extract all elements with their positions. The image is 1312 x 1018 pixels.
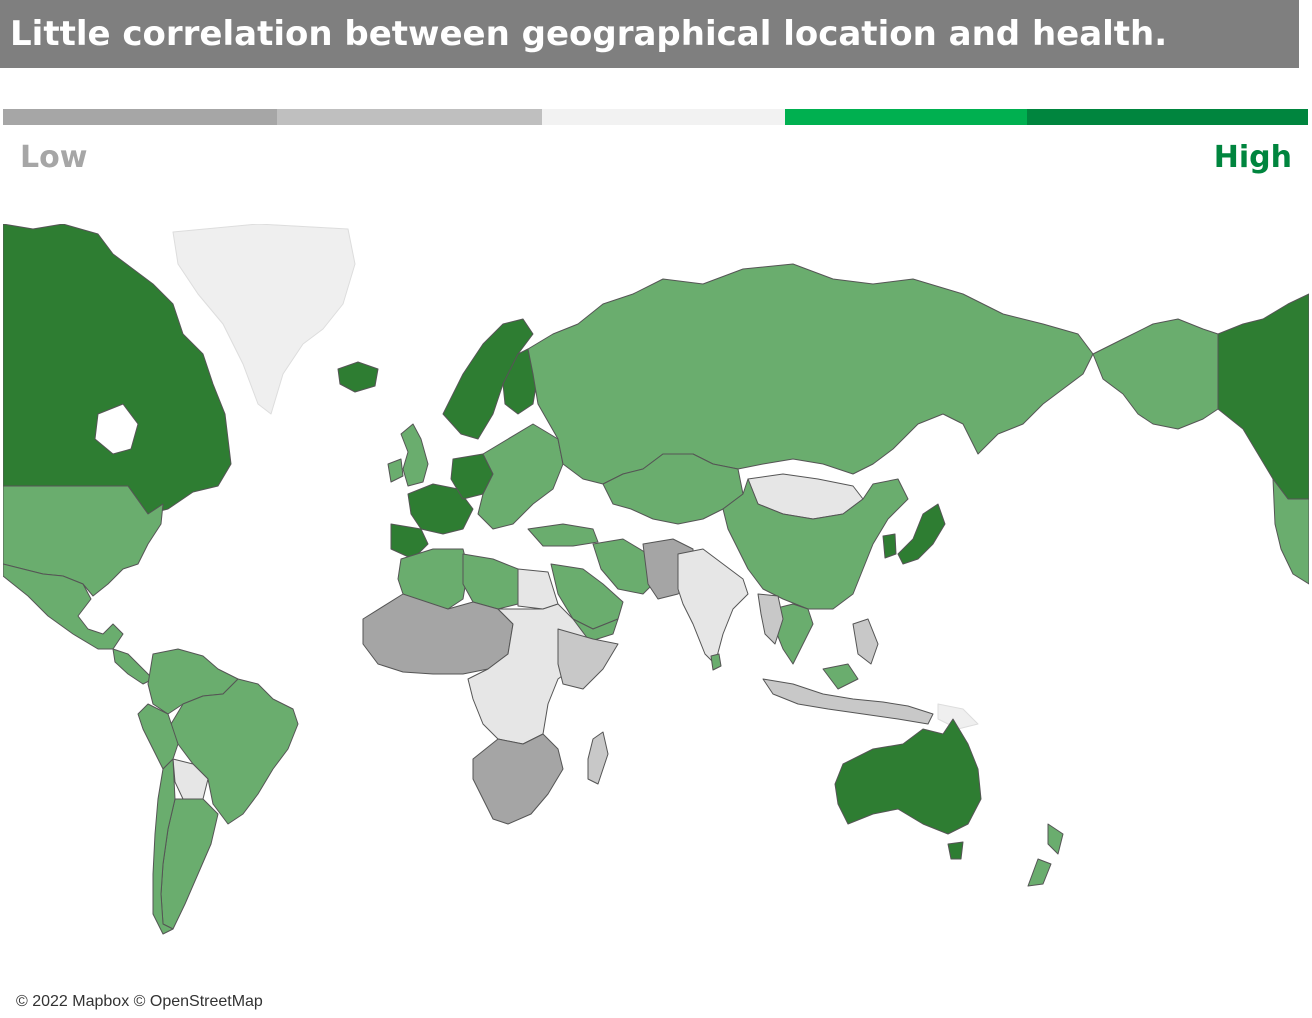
country-australia[interactable]	[834, 718, 982, 835]
country-morocco-algeria[interactable]	[397, 548, 469, 610]
country-iran[interactable]	[592, 538, 654, 595]
title-bar: Little correlation between geographical …	[0, 0, 1299, 68]
country-indonesia[interactable]	[762, 678, 934, 725]
country-spain-portugal[interactable]	[390, 523, 429, 560]
country-russia[interactable]	[527, 263, 1094, 485]
legend-low-label: Low	[20, 140, 88, 175]
country-iceland[interactable]	[337, 361, 379, 393]
hudson-bay	[94, 403, 139, 455]
country-canada-east-repeat[interactable]	[1217, 293, 1309, 500]
country-somalia-ethiopia[interactable]	[557, 628, 619, 690]
world-map-svg[interactable]	[3, 224, 1309, 1018]
legend-segment-3	[542, 109, 785, 125]
country-india[interactable]	[677, 548, 749, 665]
country-libya[interactable]	[462, 553, 519, 610]
world-map[interactable]	[3, 224, 1309, 1018]
legend-segment-4	[785, 109, 1027, 125]
country-norway-sweden[interactable]	[442, 318, 534, 440]
country-peru[interactable]	[137, 703, 179, 770]
country-mexico[interactable]	[3, 563, 124, 650]
country-egypt[interactable]	[517, 568, 559, 610]
country-turkey[interactable]	[527, 523, 599, 547]
country-new-zealand[interactable]	[1027, 823, 1064, 887]
legend-segment-1	[3, 109, 277, 125]
country-japan[interactable]	[897, 503, 946, 565]
country-uk[interactable]	[400, 423, 429, 487]
color-legend-bar	[3, 109, 1308, 125]
legend-segment-5	[1027, 109, 1308, 125]
legend-segment-2	[277, 109, 542, 125]
country-philippines[interactable]	[852, 618, 879, 665]
country-tasmania[interactable]	[947, 841, 964, 860]
country-papua-new-guinea[interactable]	[937, 703, 979, 730]
country-south-korea[interactable]	[882, 533, 897, 559]
region-central-america[interactable]	[112, 648, 154, 685]
country-greenland[interactable]	[172, 224, 356, 415]
country-alaska[interactable]	[1092, 318, 1219, 430]
country-malaysia[interactable]	[822, 663, 859, 690]
region-eastern-europe[interactable]	[477, 423, 564, 530]
country-sri-lanka[interactable]	[710, 653, 722, 671]
country-madagascar[interactable]	[587, 731, 609, 785]
country-china[interactable]	[722, 478, 909, 610]
page-title: Little correlation between geographical …	[10, 14, 1168, 54]
country-ireland[interactable]	[387, 458, 404, 483]
country-usa-west-repeat[interactable]	[1272, 478, 1309, 585]
country-myanmar-thailand[interactable]	[757, 593, 784, 645]
country-chile[interactable]	[152, 758, 176, 935]
legend-high-label: High	[1213, 140, 1292, 175]
map-attribution[interactable]: © 2022 Mapbox © OpenStreetMap	[14, 992, 265, 1012]
region-southern-africa[interactable]	[472, 733, 564, 825]
country-france[interactable]	[407, 483, 474, 535]
